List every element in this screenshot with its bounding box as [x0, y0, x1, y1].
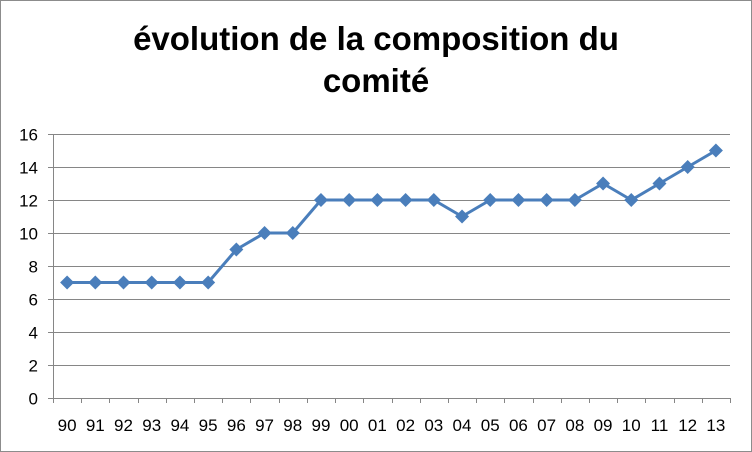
x-tick-label: 04 [453, 416, 472, 435]
data-point-marker [398, 193, 413, 207]
chart-title-line-2: comité [322, 62, 430, 99]
data-point-marker [426, 193, 441, 207]
y-tick-label: 0 [29, 390, 38, 409]
x-tick-label: 12 [678, 416, 697, 435]
data-point-marker [652, 176, 667, 191]
y-tick-label: 4 [29, 324, 38, 343]
x-tick-label: 06 [509, 416, 528, 435]
data-point-marker [257, 226, 272, 240]
y-axis-tick-labels: 0 2 4 6 8 10 12 14 16 [19, 126, 38, 409]
data-point-marker [116, 275, 131, 290]
x-tick-label: 03 [424, 416, 443, 435]
x-tick-label: 05 [481, 416, 500, 435]
data-point-marker [708, 143, 723, 158]
x-tick-label: 96 [227, 416, 246, 435]
x-tick-label: 08 [565, 416, 584, 435]
x-tick-label: 98 [283, 416, 302, 435]
data-point-marker [342, 193, 357, 207]
data-point-marker [370, 193, 385, 207]
data-point-marker [285, 226, 300, 240]
series-group [60, 143, 723, 290]
data-point-marker [596, 176, 611, 191]
x-tick-label: 07 [537, 416, 556, 435]
x-tick-label: 13 [706, 416, 725, 435]
y-tick-label: 2 [29, 357, 38, 376]
data-point-marker [88, 275, 103, 290]
gridlines [48, 134, 730, 399]
x-tick-label: 02 [396, 416, 415, 435]
x-tick-label: 00 [340, 416, 359, 435]
x-tick-label: 09 [594, 416, 613, 435]
axes [53, 134, 731, 403]
data-point-marker [680, 160, 695, 174]
data-point-marker [229, 242, 244, 257]
x-tick-label: 92 [114, 416, 133, 435]
data-point-marker [313, 193, 328, 207]
x-tick-label: 95 [199, 416, 218, 435]
series-line [67, 149, 717, 284]
x-tick-label: 90 [58, 416, 77, 435]
data-point-marker [201, 275, 216, 290]
y-tick-label: 8 [29, 258, 38, 277]
data-point-marker [511, 193, 526, 207]
data-point-marker [60, 275, 75, 290]
y-tick-label: 16 [19, 126, 38, 145]
x-tick-label: 94 [170, 416, 189, 435]
y-tick-label: 10 [19, 225, 38, 244]
data-point-marker [567, 193, 582, 207]
y-tick-label: 14 [19, 159, 38, 178]
data-point-marker [483, 193, 498, 207]
chart-title: évolution de la composition du comité [0, 18, 752, 102]
data-point-marker [144, 275, 159, 290]
x-tick-label: 97 [255, 416, 274, 435]
x-tick-label: 01 [368, 416, 387, 435]
data-point-marker [172, 275, 187, 290]
data-point-marker [539, 193, 554, 207]
y-tick-label: 12 [19, 192, 38, 211]
x-tick-label: 93 [142, 416, 161, 435]
data-point-marker [455, 209, 470, 224]
y-tick-label: 6 [29, 291, 38, 310]
x-tick-label: 99 [312, 416, 331, 435]
x-axis-tick-labels: 90 91 92 93 94 95 96 97 98 99 00 01 02 03 04 05 06 07 08 09… [58, 416, 726, 435]
chart-title-line-1: évolution de la composition du [133, 20, 619, 57]
x-tick-label: 10 [622, 416, 641, 435]
x-tick-label: 91 [86, 416, 105, 435]
x-tick-label: 11 [651, 416, 669, 435]
data-point-marker [624, 193, 639, 207]
